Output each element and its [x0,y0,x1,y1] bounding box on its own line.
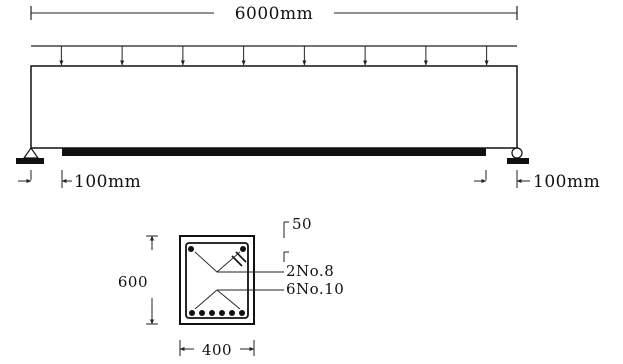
bottom-bar-2 [199,310,205,316]
bottom-bar-1 [189,310,195,316]
width-label: 400 [202,341,232,359]
roller-wheel [511,147,523,159]
distributed-load [31,45,517,66]
right-offset-label: 100mm [533,172,600,192]
leader-top-a [194,251,218,273]
width-dimension: 400 [179,340,255,359]
bottom-bar-5 [229,310,235,316]
stirrup [185,242,249,319]
left-pin-support [16,146,44,164]
pin-support-triangle [22,146,40,159]
beam-body [30,65,518,149]
leader-bottom-b [216,289,241,310]
left-offset-dimension: 100mm [18,170,141,192]
top-bar-left [188,246,194,252]
cover-label: 50 [292,215,312,233]
load-arrows [59,46,489,66]
bottom-bar-6 [239,310,245,316]
top-bar-right [240,246,246,252]
bottom-bars-label: 6No.10 [286,280,344,298]
span-label: 6000mm [235,4,314,24]
bottom-bar-3 [209,310,215,316]
leader-top-b [216,251,241,273]
span-dimension: 6000mm [30,4,518,24]
left-offset-label: 100mm [74,172,141,192]
depth-label: 600 [118,273,148,291]
right-roller-support [507,147,529,164]
cover-dimension: 50 [283,215,312,262]
top-bars-label: 2No.8 [286,262,334,280]
leader-bottom-a [194,289,218,310]
depth-dimension: 600 [118,235,158,325]
roller-support-base [507,158,529,164]
bonded-plate [62,148,486,156]
cross-section [179,235,284,325]
right-offset-dimension: 100mm [474,170,600,192]
pin-support-base [16,158,44,164]
bottom-bar-4 [219,310,225,316]
